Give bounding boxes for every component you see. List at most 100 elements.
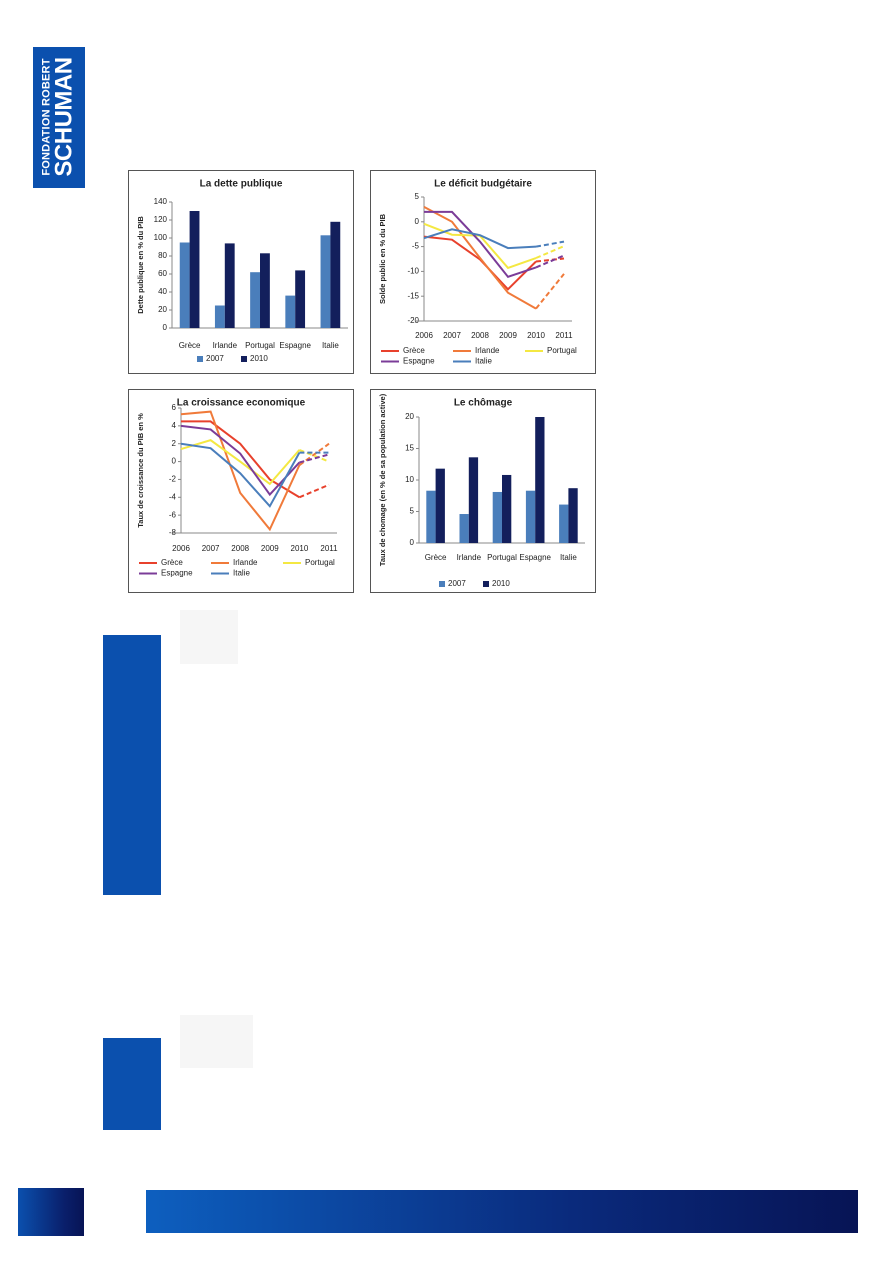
y-tick-label: -8 (169, 528, 177, 537)
x-tick-label: 2006 (415, 331, 433, 340)
x-tick-label: Irlande (457, 553, 482, 562)
side-bar (103, 635, 161, 895)
chart: La croissance economique Taux de croissan… (128, 389, 354, 593)
legend-swatch (439, 581, 445, 587)
logo-text: FONDATION ROBERT SCHUMAN (41, 57, 78, 176)
x-tick-label: Grèce (425, 553, 447, 562)
bar (426, 490, 436, 543)
bar (559, 504, 569, 543)
line (423, 222, 537, 270)
x-tick-label: 2011 (320, 544, 338, 553)
y-tick-label: 100 (154, 233, 168, 242)
y-tick-label: 0 (163, 323, 168, 332)
legend-label: 2007 (448, 579, 466, 588)
footer-block (18, 1188, 84, 1236)
legend-label: Espagne (161, 569, 193, 578)
chart-title: Le chômage (454, 398, 513, 409)
y-tick-label: 0 (415, 217, 420, 226)
y-tick-label: -2 (169, 475, 177, 484)
legend-label: 2010 (492, 579, 510, 588)
x-tick-label: Espagne (519, 553, 551, 562)
line (424, 210, 537, 279)
y-tick-label: 6 (172, 403, 177, 412)
legend-swatch (241, 356, 247, 362)
bar (214, 305, 225, 328)
legend-swatch (483, 581, 489, 587)
chart: La dette publique Dette publique en % du … (128, 170, 354, 374)
chart-title: La croissance economique (177, 398, 306, 409)
y-tick-label: -10 (407, 267, 419, 276)
line (423, 228, 537, 250)
x-tick-label: Italie (560, 553, 577, 562)
bar (295, 270, 306, 328)
bar (468, 457, 479, 543)
bar (568, 488, 578, 543)
y-axis-label: Dette publique en % du PIB (136, 216, 145, 314)
logo: FONDATION ROBERT SCHUMAN (33, 47, 85, 188)
line-forecast (535, 254, 565, 269)
y-tick-label: 2 (172, 439, 177, 448)
bar (502, 474, 512, 543)
legend-label: Italie (475, 357, 492, 366)
y-tick-label: 20 (405, 412, 414, 421)
footer-bar (146, 1190, 858, 1233)
bar (330, 221, 341, 328)
y-tick-label: 4 (172, 421, 177, 430)
y-tick-label: 140 (154, 197, 168, 206)
bar (435, 468, 445, 543)
line-forecast (535, 240, 565, 248)
chart-title: La dette publique (200, 179, 283, 190)
legend-swatch (197, 356, 203, 362)
line (181, 420, 300, 499)
line-forecast (299, 483, 330, 499)
y-tick-label: 5 (415, 192, 420, 201)
chart: Le chômage Taux de chomage (en % de sa po… (370, 389, 596, 593)
y-axis-label: Taux de croissance du PIB en % (136, 413, 145, 528)
line (423, 206, 537, 310)
line-forecast (535, 257, 565, 263)
line (180, 439, 301, 486)
legend-label: Grèce (161, 558, 183, 567)
bar (285, 295, 296, 328)
placeholder (180, 1015, 253, 1068)
x-tick-label: 2008 (471, 331, 489, 340)
y-tick-label: 15 (405, 444, 414, 453)
bar (535, 417, 545, 543)
y-tick-label: -6 (169, 510, 177, 519)
x-tick-label: 2007 (443, 331, 461, 340)
y-tick-label: -4 (169, 492, 177, 501)
legend-label: 2007 (206, 354, 224, 363)
x-tick-label: 2008 (231, 544, 249, 553)
bar (459, 514, 469, 543)
y-tick-label: 60 (158, 269, 167, 278)
chart-title: Le déficit budgétaire (434, 179, 532, 190)
y-tick-label: 10 (405, 475, 414, 484)
bar (492, 491, 502, 543)
line-forecast (299, 453, 330, 464)
y-tick-label: 5 (410, 507, 415, 516)
y-tick-label: 0 (172, 457, 177, 466)
chart: Le déficit budgétaire Solde public en % d… (370, 170, 596, 374)
x-tick-label: Portugal (245, 341, 275, 350)
line-forecast (298, 442, 330, 466)
y-axis-label: Solde public en % du PIB (378, 213, 387, 304)
legend-label: Italie (233, 569, 250, 578)
x-tick-label: 2006 (172, 544, 190, 553)
legend-label: Espagne (403, 357, 435, 366)
x-tick-label: 2010 (527, 331, 545, 340)
line (180, 424, 301, 497)
legend-label: 2010 (250, 354, 268, 363)
y-tick-label: 20 (158, 305, 167, 314)
x-tick-label: Grèce (179, 341, 201, 350)
x-tick-label: Espagne (279, 341, 311, 350)
y-tick-label: 0 (410, 538, 415, 547)
bar (525, 490, 536, 543)
line-forecast (299, 449, 330, 463)
placeholder (180, 610, 238, 664)
x-tick-label: Italie (322, 341, 339, 350)
legend-label: Irlande (233, 558, 258, 567)
y-tick-label: -5 (412, 242, 420, 251)
y-tick-label: -20 (407, 316, 419, 325)
y-tick-label: -15 (407, 291, 419, 300)
